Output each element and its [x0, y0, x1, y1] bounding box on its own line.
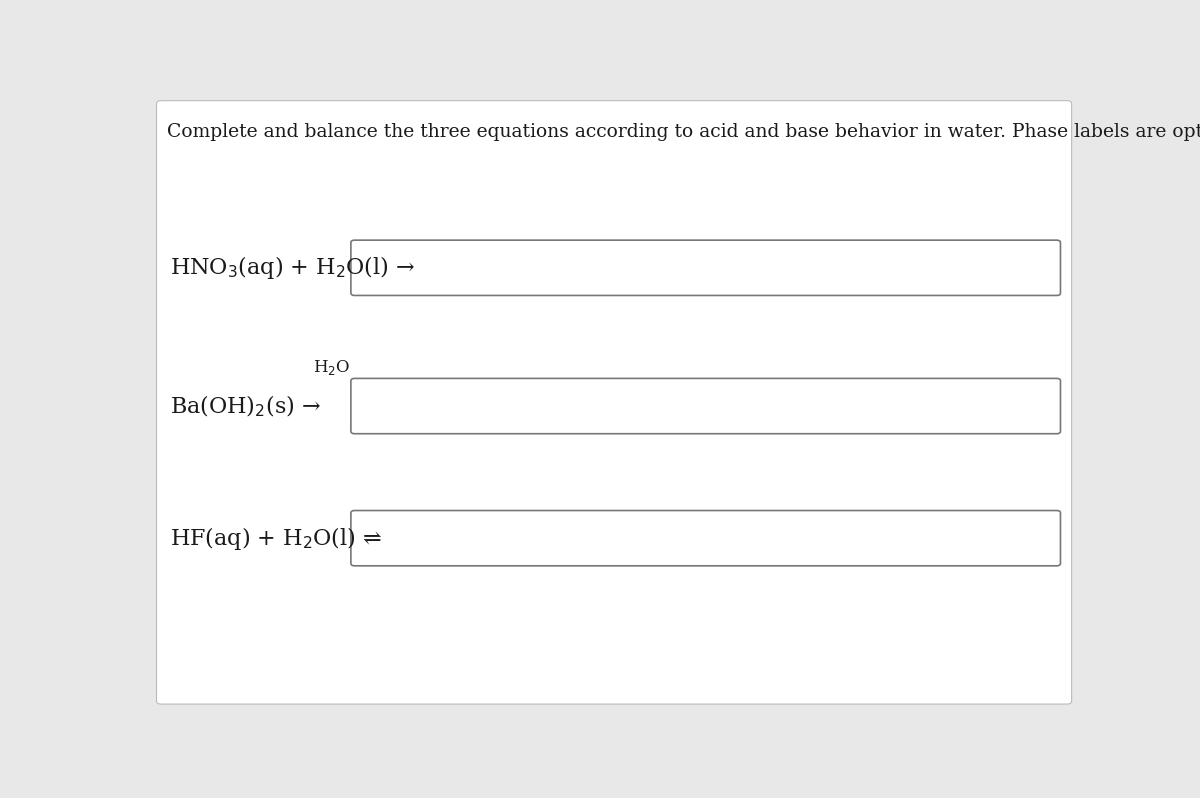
Text: H$_2$O: H$_2$O: [313, 358, 350, 377]
Text: HNO$_3$(aq) + H$_2$O(l) →: HNO$_3$(aq) + H$_2$O(l) →: [170, 255, 415, 282]
Text: HF(aq) + H$_2$O(l) ⇌: HF(aq) + H$_2$O(l) ⇌: [170, 524, 383, 551]
FancyBboxPatch shape: [350, 378, 1061, 434]
Text: Complete and balance the three equations according to acid and base behavior in : Complete and balance the three equations…: [167, 124, 1200, 141]
FancyBboxPatch shape: [350, 240, 1061, 295]
FancyBboxPatch shape: [350, 511, 1061, 566]
Text: Ba(OH)$_2$(s) →: Ba(OH)$_2$(s) →: [170, 393, 322, 419]
FancyBboxPatch shape: [156, 101, 1072, 704]
